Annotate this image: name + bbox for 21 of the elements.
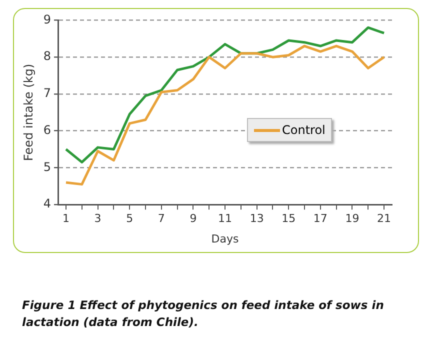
x-tick-label: 5: [126, 212, 134, 226]
text: Figure 1 Effect of phytogenics on feed intake of sows in lactation (data from Chile).: [22, 297, 385, 331]
x-tick-label: 13: [250, 212, 264, 226]
y-tick-label: 9: [43, 12, 52, 26]
x-tick-label: 15: [282, 212, 296, 226]
x-axis-title: Days: [211, 232, 240, 246]
y-tick-label: 7: [43, 86, 52, 100]
x-tick-label: 17: [313, 212, 328, 226]
x-tick-label: 9: [190, 212, 197, 226]
x-tick-label: 19: [345, 212, 360, 226]
y-tick-label: 5: [43, 160, 52, 174]
y-axis-title: Feed intake (kg): [21, 64, 36, 161]
y-tick-label: 4: [43, 196, 52, 211]
y-tick-label: 6: [43, 122, 52, 137]
y-tick-label: 8: [43, 49, 52, 64]
legend-label: Control: [282, 122, 326, 138]
x-tick-label: 1: [62, 212, 70, 226]
x-tick-label: 7: [158, 212, 165, 226]
x-tick-label: 11: [218, 212, 232, 226]
x-tick-label: 21: [377, 212, 392, 226]
x-tick-label: 3: [94, 212, 102, 226]
